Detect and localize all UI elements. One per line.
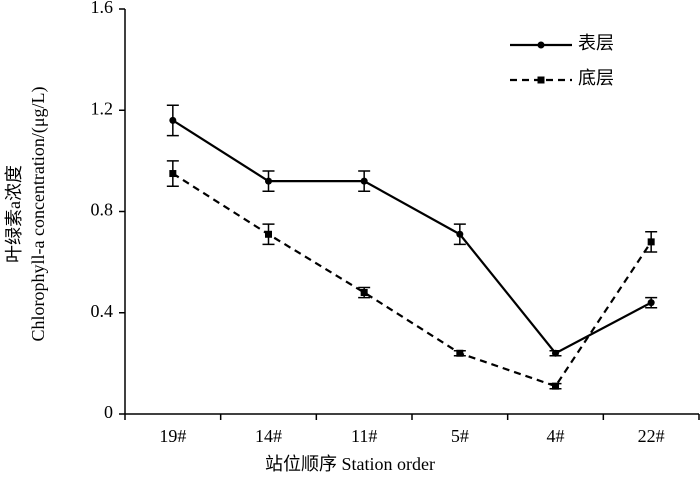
legend-marker (537, 41, 545, 49)
x-tick-label: 5# (451, 426, 469, 446)
x-tick-label: 4# (547, 426, 565, 446)
y-tick-label: 0 (104, 402, 113, 422)
legend-label: 底层 (578, 68, 614, 88)
series-line (172, 119, 652, 355)
point (552, 349, 559, 357)
point (456, 230, 464, 238)
series-line (172, 172, 653, 388)
legend-label: 表层 (578, 33, 614, 53)
point (169, 170, 177, 178)
y-tick-label: 1.2 (91, 98, 114, 118)
x-axis-title: 站位顺序 Station order (265, 454, 435, 474)
point (647, 299, 655, 307)
x-tick-label: 14# (255, 426, 282, 446)
point (647, 238, 655, 246)
x-tick-label: 11# (351, 426, 377, 446)
x-tick-label: 19# (159, 426, 186, 446)
point (360, 289, 368, 296)
y-tick-label: 0.4 (91, 301, 114, 321)
point (360, 177, 368, 185)
point (265, 230, 272, 238)
y-tick-label: 0.8 (91, 200, 114, 220)
y-axis-title: Chlorophyll-a concentration/(μg/L) (28, 86, 49, 341)
point (265, 177, 272, 185)
point (456, 349, 464, 357)
point (169, 116, 177, 124)
y-tick-label: 1.6 (91, 0, 114, 17)
y-axis-title: 叶绿素a浓度 (4, 165, 24, 263)
point (552, 382, 559, 390)
legend-marker (537, 76, 545, 84)
x-tick-label: 22# (638, 426, 665, 446)
